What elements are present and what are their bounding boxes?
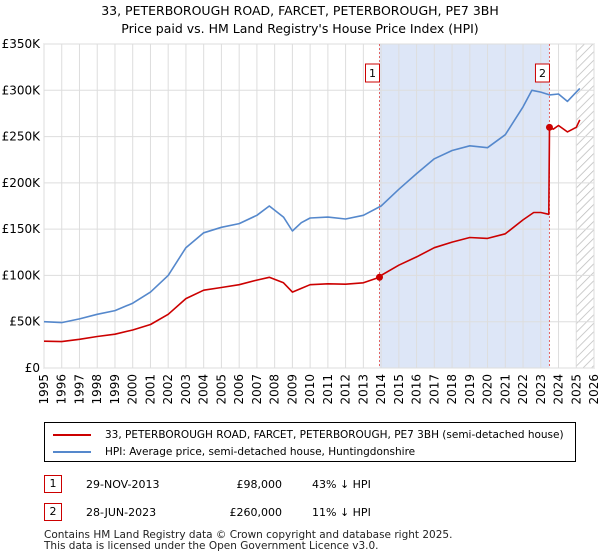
x-tick-label: 2009 [285, 374, 299, 405]
sale-date-1: 29-NOV-2013 [86, 477, 160, 491]
legend-label-property: 33, PETERBOROUGH ROAD, FARCET, PETERBORO… [105, 429, 564, 441]
y-tick-label: £100K [2, 268, 42, 282]
sale-period-shade [379, 44, 550, 368]
hpi-line [43, 87, 581, 324]
sale-price-2: £260,000 [229, 505, 283, 519]
x-tick-label: 2017 [427, 374, 441, 405]
x-tick-label: 2001 [143, 374, 157, 405]
sale-hpi-1: 43% ↓ HPI [312, 477, 371, 491]
x-tick-label: 2016 [410, 374, 424, 405]
chart-title: 33, PETERBOROUGH ROAD, FARCET, PETERBORO… [101, 3, 499, 18]
forecast-hatch [576, 44, 594, 368]
x-tick-label: 2024 [552, 374, 566, 405]
sale-badge-1: 1 [44, 475, 62, 493]
x-tick-label: 2015 [392, 374, 406, 405]
sale-label-box-1 [365, 63, 380, 83]
x-tick-label: 2005 [214, 374, 228, 405]
x-tick-label: 2018 [445, 374, 459, 405]
sale-point-2 [545, 123, 553, 131]
x-tick-label: 2014 [374, 374, 388, 405]
y-tick-label: £200K [2, 176, 42, 190]
x-tick-label: 2023 [534, 374, 548, 405]
x-tick-label: 1998 [90, 374, 104, 405]
x-tick-label: 2004 [197, 374, 211, 405]
sale-label-text-2: 2 [539, 67, 546, 80]
x-tick-label: 2010 [303, 374, 317, 405]
x-tick-label: 1995 [37, 374, 51, 405]
legend-label-hpi: HPI: Average price, semi-detached house,… [105, 446, 416, 458]
x-tick-label: 2022 [516, 374, 530, 405]
x-tick-label: 2008 [268, 374, 282, 405]
y-tick-label: £150K [2, 222, 42, 236]
y-tick-label: £250K [2, 130, 42, 144]
x-tick-label: 2012 [339, 374, 353, 405]
sale-price-1: £98,000 [236, 477, 283, 491]
x-tick-label: 2007 [250, 374, 264, 405]
x-tick-label: 1996 [55, 374, 69, 405]
sale-date-2: 28-JUN-2023 [86, 505, 157, 519]
x-tick-label: 2002 [161, 374, 175, 405]
sale-row-2: 2 28-JUN-2023 £260,000 11% ↓ HPI [44, 502, 371, 522]
x-tick-label: 1999 [108, 374, 122, 405]
x-tick-label: 2020 [481, 374, 495, 405]
y-tick-label: £0 [25, 361, 40, 375]
sale-badge-2: 2 [44, 503, 62, 521]
x-tick-label: 2019 [463, 374, 477, 405]
footer: Contains HM Land Registry data © Crown c… [44, 530, 452, 552]
sale-point-1 [376, 273, 383, 281]
x-tick-label: 2013 [356, 374, 370, 405]
sale-label-box-2 [534, 63, 550, 83]
legend-item-hpi: HPI: Average price, semi-detached house,… [53, 445, 415, 459]
price-chart: 1 2 £0 £50K £100K £150K £200K £250K £300K £350K 19… [2, 37, 600, 405]
y-tick-label: £350K [2, 37, 42, 51]
legend-swatch-property [53, 434, 91, 436]
x-tick-label: 2025 [569, 374, 583, 405]
x-tick-label: 2026 [587, 374, 600, 405]
sale-row-1: 1 29-NOV-2013 £98,000 43% ↓ HPI [44, 474, 371, 494]
legend-swatch-hpi [53, 451, 91, 453]
x-tick-label: 2000 [126, 374, 140, 405]
chart-legend: 33, PETERBOROUGH ROAD, FARCET, PETERBORO… [44, 422, 576, 462]
y-tick-label: £300K [2, 83, 42, 97]
sale-hpi-2: 11% ↓ HPI [312, 505, 371, 519]
y-tick-label: £50K [9, 315, 41, 329]
x-tick-label: 1997 [72, 374, 86, 405]
chart-subtitle: Price paid vs. HM Land Registry's House … [121, 21, 479, 36]
legend-item-property: 33, PETERBOROUGH ROAD, FARCET, PETERBORO… [53, 428, 564, 442]
sale-label-text-1: 1 [369, 67, 376, 80]
x-tick-label: 2021 [498, 374, 512, 405]
x-tick-label: 2003 [179, 374, 193, 405]
footer-licence: This data is licensed under the Open Gov… [44, 540, 379, 552]
x-tick-label: 2006 [232, 374, 246, 405]
property-price-line [43, 119, 581, 343]
x-tick-label: 2011 [321, 374, 335, 405]
footer-copyright: Contains HM Land Registry data © Crown c… [44, 529, 453, 541]
